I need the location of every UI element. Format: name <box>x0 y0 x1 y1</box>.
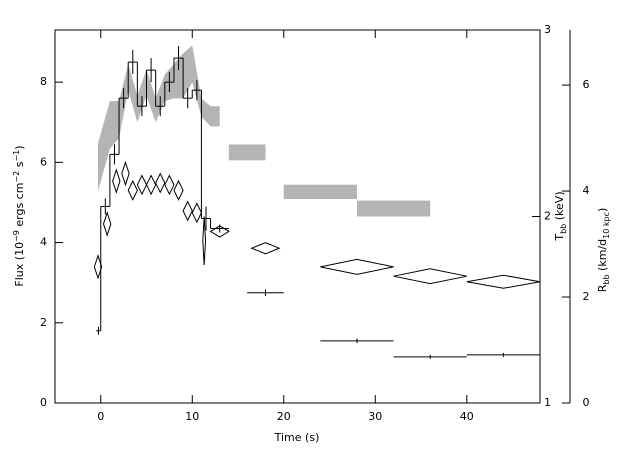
y3-tick-label: 2 <box>583 290 590 303</box>
x-tick-label: 40 <box>460 410 474 423</box>
y-tick-label: 4 <box>40 236 47 249</box>
temperature-diamond <box>164 174 175 196</box>
y-tick-label: 6 <box>40 155 47 168</box>
y2-tick-label: 3 <box>544 23 551 36</box>
y2-tick-label: 2 <box>544 210 551 223</box>
temperature-diamond <box>155 172 166 194</box>
y-tick-label: 0 <box>40 396 47 409</box>
y2-axis-label: Tbb (keV) <box>553 191 568 241</box>
x-tick-label: 20 <box>277 410 291 423</box>
temperature-diamond <box>209 225 230 238</box>
y2-tick-label: 1 <box>544 396 551 409</box>
temperature-diamond <box>121 160 130 187</box>
y3-tick-label: 0 <box>583 396 590 409</box>
temperature-diamond <box>112 168 121 194</box>
y-tick-label: 8 <box>40 75 47 88</box>
x-tick-label: 30 <box>368 410 382 423</box>
x-tick-label: 10 <box>185 410 199 423</box>
temperature-diamond <box>191 202 202 224</box>
temperature-diamond <box>250 242 281 255</box>
temperature-diamond <box>93 254 103 280</box>
radius-box <box>283 184 357 200</box>
temperature-diamond <box>173 179 184 201</box>
temperature-diamond <box>102 211 112 237</box>
y3-axis-label: Rbb (km/d10 kpc) <box>596 208 611 293</box>
x-tick-label: 0 <box>97 410 104 423</box>
y-tick-label: 2 <box>40 316 47 329</box>
temperature-diamond <box>466 274 541 289</box>
temperature-diamond <box>320 258 394 275</box>
radius-box <box>228 144 266 161</box>
temperature-diamond <box>145 174 157 196</box>
temperature-diamond <box>136 174 148 196</box>
temperature-diamond <box>202 216 207 266</box>
y3-tick-label: 4 <box>583 184 590 197</box>
x-axis-label: Time (s) <box>274 431 320 444</box>
y-axis-label: Flux (10−9 ergs cm−2 s−1) <box>12 145 27 286</box>
radius-box <box>356 200 431 217</box>
y3-tick-label: 6 <box>583 78 590 91</box>
temperature-diamond <box>127 179 138 201</box>
temperature-diamond <box>182 200 193 222</box>
temperature-diamond <box>393 268 467 285</box>
